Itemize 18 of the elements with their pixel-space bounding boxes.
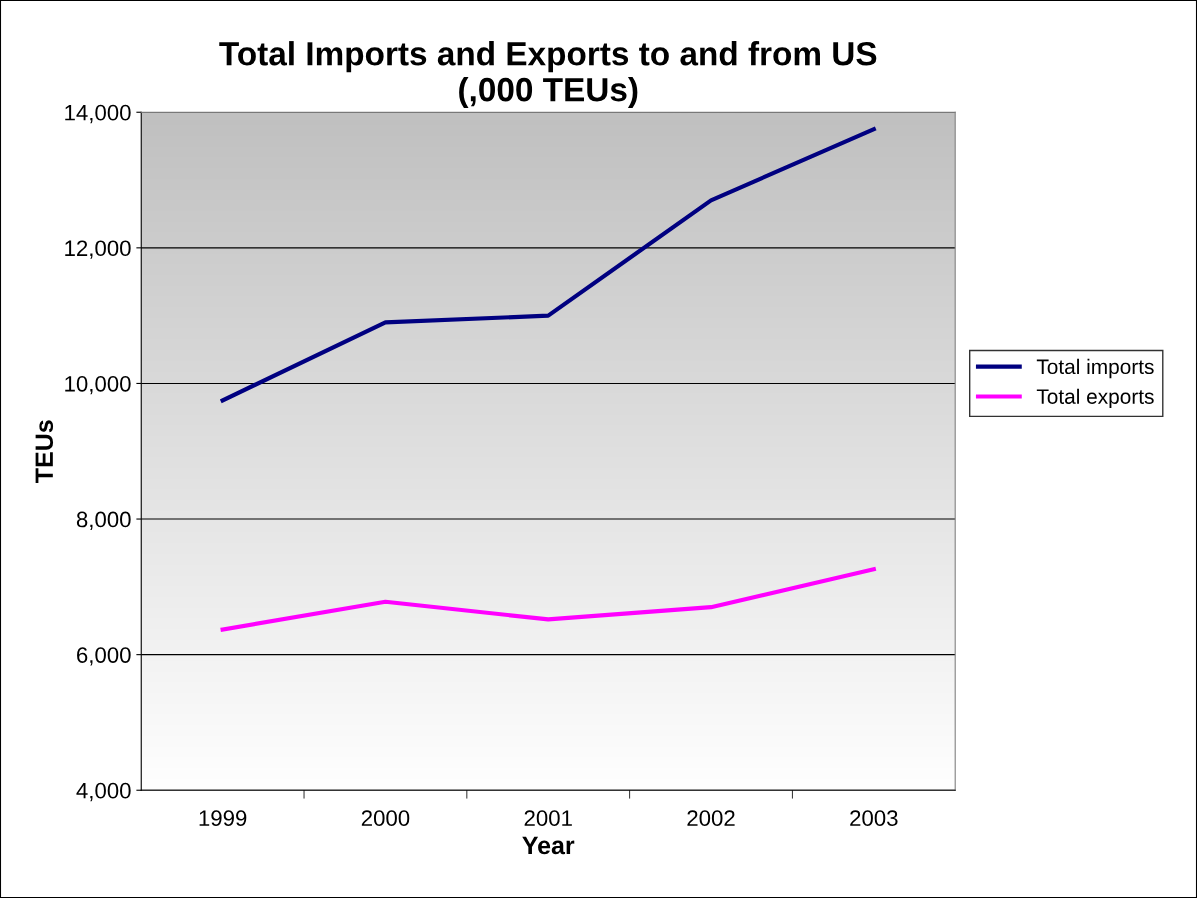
y-tick-label: 8,000 bbox=[76, 511, 131, 530]
y-tick-label: 12,000 bbox=[65, 240, 131, 259]
x-tick-label: 1999 bbox=[199, 810, 247, 827]
x-tick-label: 2003 bbox=[850, 810, 898, 827]
y-tick-label: 10,000 bbox=[65, 375, 131, 395]
y-tick-label: 6,000 bbox=[77, 647, 131, 666]
chart-title: Total Imports and Exports to and from US (,000 TEUs) bbox=[219, 41, 877, 109]
y-axis-title: TEUs bbox=[35, 420, 54, 483]
line-series bbox=[220, 567, 876, 632]
x-axis-title: Year bbox=[522, 836, 575, 855]
legend-label: Total exports bbox=[1036, 388, 1154, 409]
legend-label: Total imports bbox=[1036, 358, 1154, 379]
y-tick-label: 14,000 bbox=[65, 104, 131, 124]
line-series bbox=[220, 127, 876, 403]
y-tick-label: 4,000 bbox=[76, 782, 131, 802]
x-tick-label: 2000 bbox=[361, 810, 410, 827]
x-tick-label: 2001 bbox=[524, 810, 572, 827]
x-tick-label: 2002 bbox=[687, 810, 735, 827]
